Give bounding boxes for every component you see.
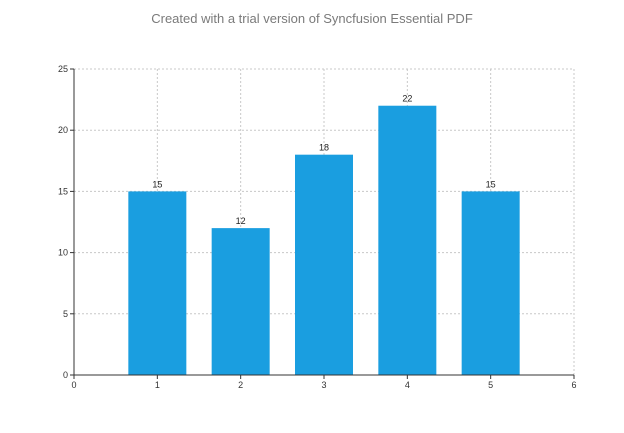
watermark-text: Created with a trial version of Syncfusi… (151, 11, 473, 26)
data-label: 15 (152, 179, 162, 189)
y-tick-label: 0 (63, 370, 68, 380)
y-tick-label: 20 (58, 125, 68, 135)
y-tick-label: 15 (58, 186, 68, 196)
data-label: 18 (319, 143, 329, 153)
y-tick-label: 10 (58, 248, 68, 258)
data-label: 15 (486, 179, 496, 189)
bar (378, 105, 437, 375)
x-tick-label: 4 (405, 380, 410, 390)
axes (70, 68, 575, 379)
x-tick-label: 3 (321, 380, 326, 390)
bar (461, 191, 520, 375)
y-tick-label: 5 (63, 309, 68, 319)
data-label: 12 (236, 216, 246, 226)
bars (128, 105, 520, 375)
x-tick-label: 5 (488, 380, 493, 390)
y-tick-label: 25 (58, 64, 68, 74)
x-tick-label: 6 (571, 380, 576, 390)
bar (211, 228, 270, 375)
x-tick-label: 0 (71, 380, 76, 390)
bar (295, 154, 353, 375)
data-label: 22 (402, 94, 412, 104)
x-tick-label: 1 (155, 380, 160, 390)
bar (128, 191, 187, 375)
x-tick-label: 2 (238, 380, 243, 390)
